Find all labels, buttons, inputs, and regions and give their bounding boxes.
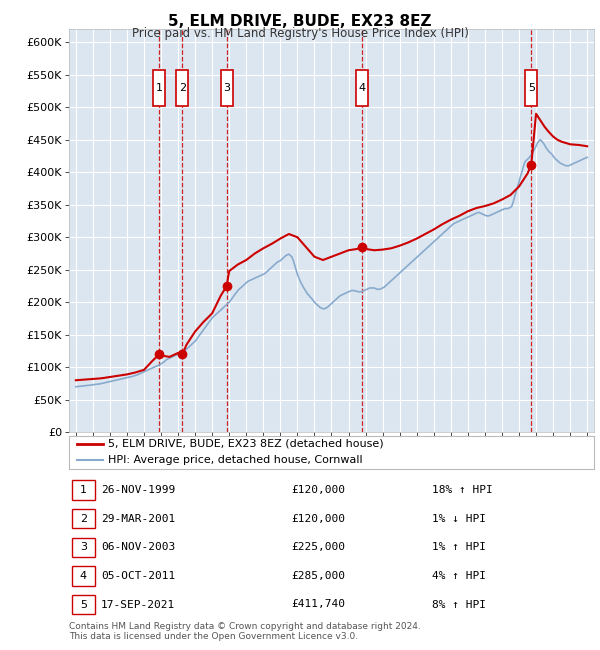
Text: 17-SEP-2021: 17-SEP-2021 [101, 599, 175, 610]
Text: £285,000: £285,000 [291, 571, 345, 581]
Text: Price paid vs. HM Land Registry's House Price Index (HPI): Price paid vs. HM Land Registry's House … [131, 27, 469, 40]
Text: 5, ELM DRIVE, BUDE, EX23 8EZ: 5, ELM DRIVE, BUDE, EX23 8EZ [168, 14, 432, 29]
Text: 5: 5 [80, 599, 87, 610]
Text: 29-MAR-2001: 29-MAR-2001 [101, 514, 175, 524]
Text: 4% ↑ HPI: 4% ↑ HPI [432, 571, 486, 581]
Text: 06-NOV-2003: 06-NOV-2003 [101, 542, 175, 552]
FancyBboxPatch shape [154, 70, 166, 106]
Text: 2: 2 [80, 514, 87, 524]
Text: £120,000: £120,000 [291, 485, 345, 495]
Text: 1% ↑ HPI: 1% ↑ HPI [432, 542, 486, 552]
FancyBboxPatch shape [221, 70, 233, 106]
Text: £411,740: £411,740 [291, 599, 345, 610]
Text: HPI: Average price, detached house, Cornwall: HPI: Average price, detached house, Corn… [109, 455, 363, 465]
Text: 1% ↓ HPI: 1% ↓ HPI [432, 514, 486, 524]
Text: £225,000: £225,000 [291, 542, 345, 552]
Text: 4: 4 [80, 571, 87, 581]
Text: £120,000: £120,000 [291, 514, 345, 524]
Text: 5, ELM DRIVE, BUDE, EX23 8EZ (detached house): 5, ELM DRIVE, BUDE, EX23 8EZ (detached h… [109, 439, 384, 449]
Text: 26-NOV-1999: 26-NOV-1999 [101, 485, 175, 495]
FancyBboxPatch shape [526, 70, 537, 106]
Text: 1: 1 [156, 83, 163, 93]
Text: 3: 3 [80, 542, 87, 552]
Text: 4: 4 [358, 83, 365, 93]
Text: Contains HM Land Registry data © Crown copyright and database right 2024.
This d: Contains HM Land Registry data © Crown c… [69, 622, 421, 642]
FancyBboxPatch shape [356, 70, 368, 106]
Text: 8% ↑ HPI: 8% ↑ HPI [432, 599, 486, 610]
FancyBboxPatch shape [176, 70, 188, 106]
Text: 1: 1 [80, 485, 87, 495]
Text: 2: 2 [179, 83, 186, 93]
Text: 5: 5 [528, 83, 535, 93]
Text: 18% ↑ HPI: 18% ↑ HPI [432, 485, 493, 495]
Text: 05-OCT-2011: 05-OCT-2011 [101, 571, 175, 581]
Text: 3: 3 [223, 83, 230, 93]
